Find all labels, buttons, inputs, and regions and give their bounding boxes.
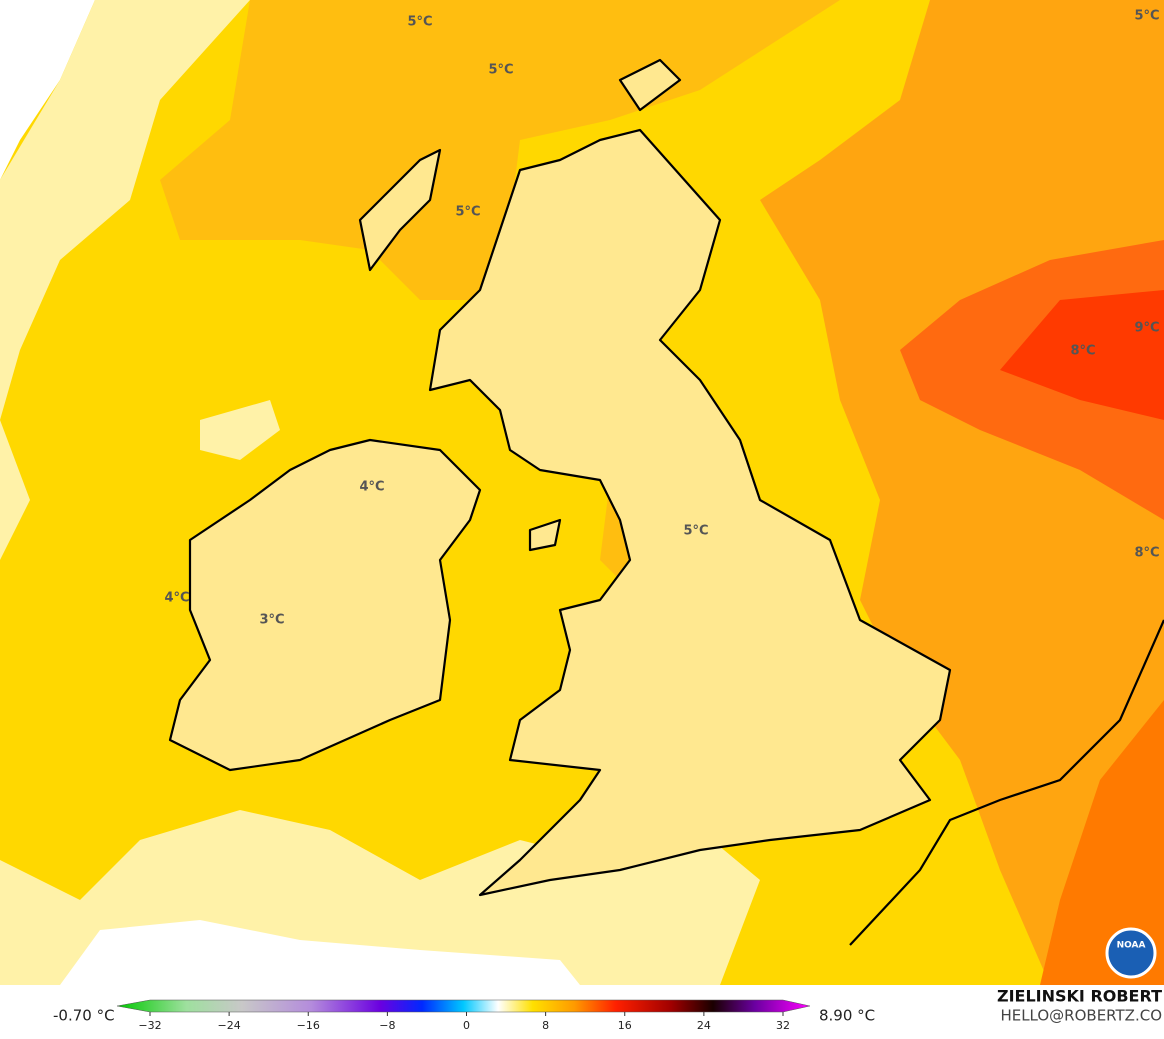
contour-labels: 5°C 5°C 5°C 5°C 9°C 8°C 8°C 4°C 4°C 5°C 3°C [164, 9, 1159, 628]
logo-text: NOAA [1117, 941, 1146, 951]
noaa-logo [1105, 927, 1157, 979]
colorbar-tick-label: 32 [776, 1019, 790, 1032]
min-label: -0.70 °C [53, 1007, 115, 1025]
colorbar-scale [116, 999, 811, 1013]
island [528, 518, 562, 552]
contour-label: 8°C [1134, 546, 1159, 561]
colorbar-tick-label: 8 [542, 1019, 549, 1032]
cold-region [0, 0, 95, 180]
pale-region [0, 0, 250, 560]
map: 5°C 5°C 5°C 5°C 9°C 8°C 8°C 4°C 4°C 5°C 3°C NOAA [0, 0, 1164, 985]
colorbar-tick-label: −16 [297, 1019, 320, 1032]
cold-region [60, 920, 580, 985]
colorbar-tick-label: −24 [218, 1019, 241, 1032]
colorbar-tick-label: 24 [697, 1019, 711, 1032]
contour-label: 5°C [683, 524, 708, 539]
colorbar-tick-label: −8 [379, 1019, 395, 1032]
hot-region [1000, 290, 1164, 420]
colorbar-tick-label: 0 [463, 1019, 470, 1032]
contour-label: 4°C [164, 591, 189, 606]
max-label: 8.90 °C [819, 1007, 875, 1025]
colorbar: -0.70 °C 8.90 °C ZIELINSKI ROBERT HELLO@… [53, 987, 1162, 1025]
coastline [168, 58, 952, 897]
warm-region [760, 0, 1164, 985]
contour-label: 3°C [259, 613, 284, 628]
contour-label: 5°C [488, 63, 513, 78]
pale-region [200, 400, 280, 460]
contour-label: 9°C [1134, 321, 1159, 336]
credit-name: ZIELINSKI ROBERT [997, 987, 1162, 1006]
ireland [168, 438, 482, 772]
contour-label: 5°C [407, 15, 432, 30]
credit-email: HELLO@ROBERTZ.CO [1000, 1007, 1162, 1025]
colorbar-tick-label: −32 [138, 1019, 161, 1032]
contour-label: 5°C [455, 205, 480, 220]
hot-region [1040, 700, 1164, 985]
contour-label: 8°C [1070, 344, 1095, 359]
continent-coastline [849, 619, 1164, 946]
great-britain [428, 128, 952, 897]
contour-label: 4°C [359, 480, 384, 495]
island [358, 148, 442, 272]
contour-label: 5°C [1134, 9, 1159, 24]
island [618, 58, 682, 112]
colorbar-tick-label: 16 [618, 1019, 632, 1032]
